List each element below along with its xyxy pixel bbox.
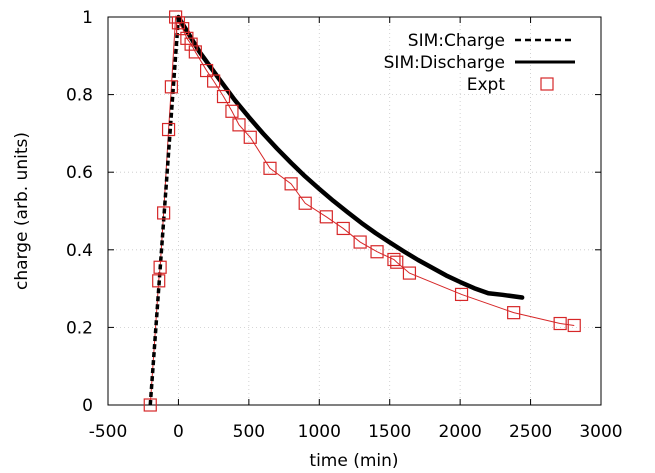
expt-point <box>353 235 367 249</box>
expt-point <box>370 245 384 259</box>
x-tick-label: 500 <box>233 422 265 442</box>
expt-point <box>184 37 198 51</box>
expt-point <box>157 206 171 220</box>
x-tick-label: 2500 <box>509 422 552 442</box>
expt-point <box>153 260 167 274</box>
expt-point <box>243 130 257 144</box>
expt-point <box>225 104 239 118</box>
x-tick-label: 0 <box>173 422 184 442</box>
series-sim-charge-line <box>148 16 181 406</box>
expt-point <box>507 306 521 320</box>
axis-ticks: -500 0 500 1000 1500 2000 2500 3000 0 0.2 0.4 0.6 0.… <box>66 8 623 442</box>
expt-point <box>143 398 157 412</box>
x-tick-label: 2000 <box>439 422 482 442</box>
expt-point <box>284 177 298 191</box>
expt-point <box>232 118 246 132</box>
y-axis-title: charge (arb. units) <box>12 132 32 290</box>
x-tick-label: 3000 <box>579 422 622 442</box>
expt-point <box>176 22 190 36</box>
expt-point <box>263 161 277 175</box>
expt-point <box>164 80 178 94</box>
y-tick-label: 0.6 <box>66 163 93 183</box>
x-tick-label: 1000 <box>298 422 341 442</box>
expt-point <box>298 196 312 210</box>
expt-point <box>454 287 469 302</box>
series-expt-line <box>149 15 575 406</box>
expt-point <box>553 316 567 331</box>
expt-point <box>188 45 202 59</box>
expt-point <box>161 122 176 137</box>
y-tick-label: 0.4 <box>66 241 93 261</box>
legend-label: SIM:Charge <box>408 31 505 51</box>
expt-point <box>336 221 350 236</box>
y-tick-label: 0.8 <box>66 86 93 106</box>
legend-label: SIM:Discharge <box>384 53 505 73</box>
expt-point <box>152 274 166 288</box>
expt-point <box>200 63 214 78</box>
x-tick-label: 1500 <box>368 422 411 442</box>
expt-point <box>390 255 404 269</box>
x-axis-title: time (min) <box>309 451 398 471</box>
plot-frame <box>107 16 602 406</box>
legend-label: Expt <box>467 75 506 95</box>
y-tick-label: 0.2 <box>66 318 93 338</box>
expt-point <box>402 266 417 280</box>
series-sim-discharge-line <box>176 14 525 300</box>
series-layer <box>143 10 581 412</box>
expt-point <box>387 252 401 267</box>
grid <box>108 17 601 405</box>
legend-swatch-expt <box>540 77 554 91</box>
expt-point <box>207 74 221 88</box>
expt-point <box>216 89 231 104</box>
expt-point <box>319 210 333 224</box>
y-tick-label: 1 <box>82 8 93 28</box>
expt-point <box>567 318 581 333</box>
x-tick-label: -500 <box>89 422 128 442</box>
y-tick-label: 0 <box>82 396 93 416</box>
